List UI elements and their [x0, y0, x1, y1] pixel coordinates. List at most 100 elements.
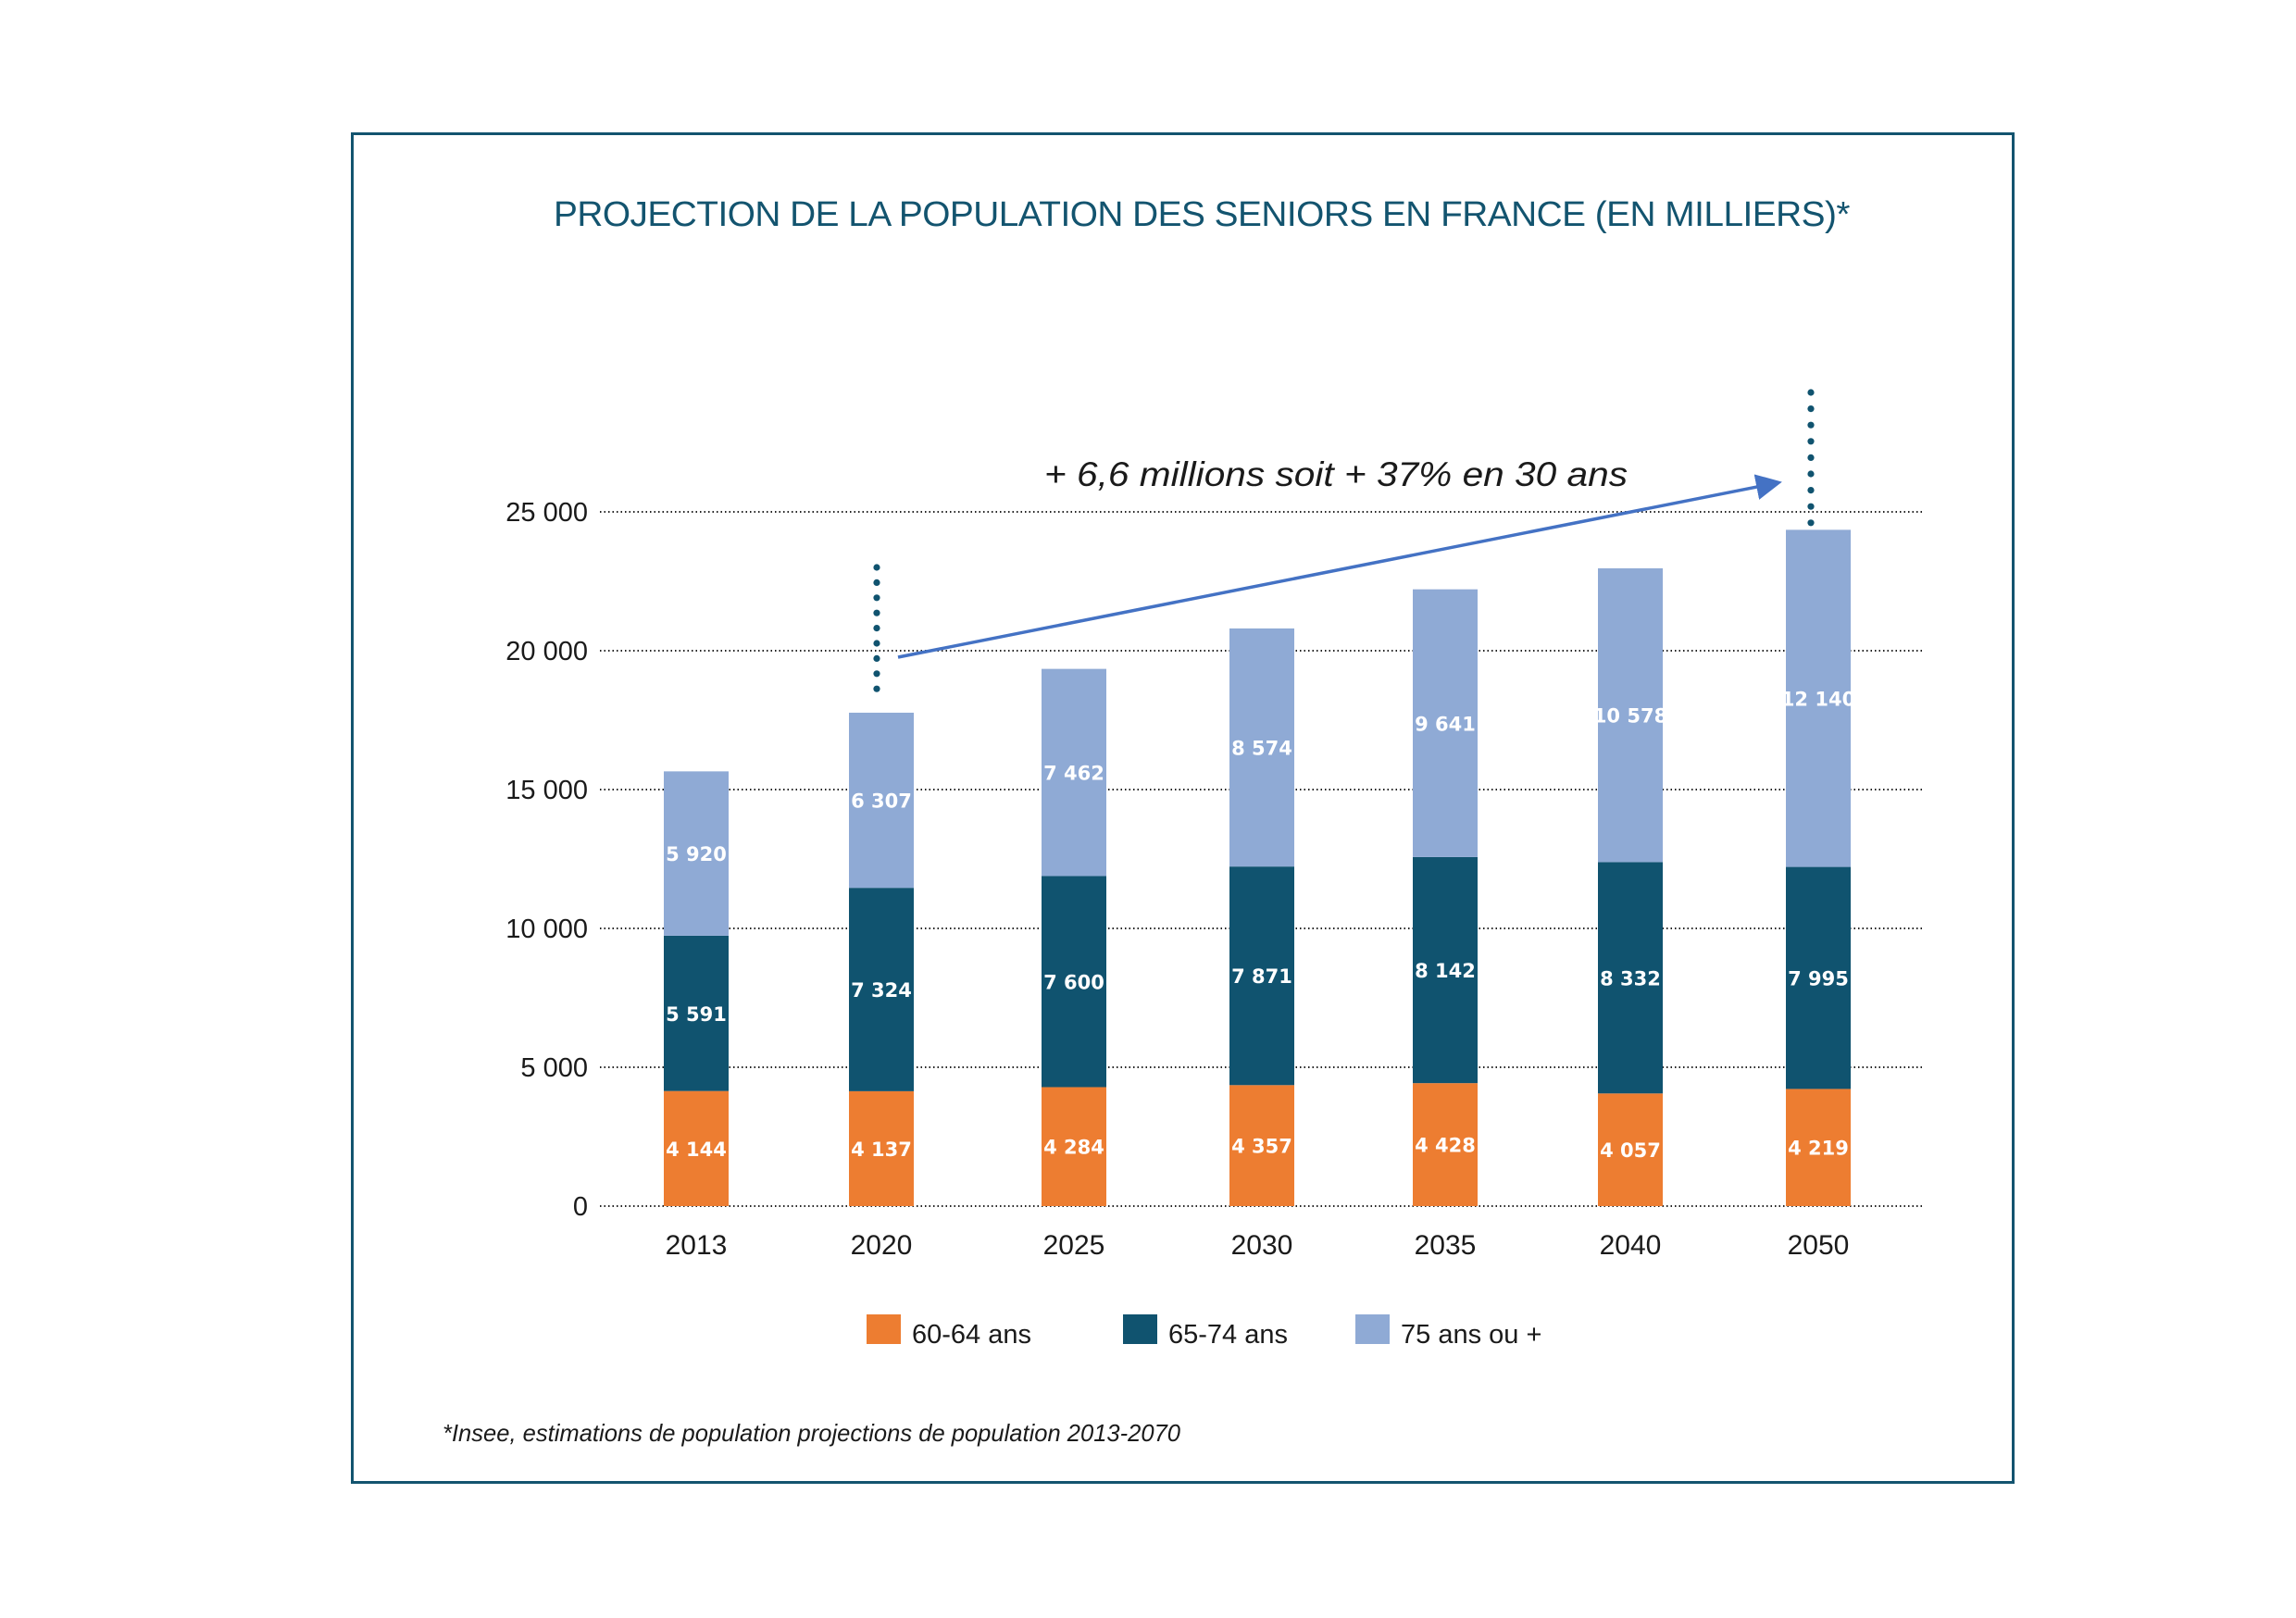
bar-stack: 4 219 7 995 12 140: [1781, 529, 1855, 1206]
bar-segment: [1042, 668, 1106, 877]
bar-segment: [1229, 628, 1294, 867]
marker-dot: [1807, 487, 1815, 494]
bar-value-label: 7 324: [851, 979, 912, 1002]
marker-dot: [1807, 405, 1815, 413]
bar-stack: 4 428 8 142 9 641: [1413, 589, 1478, 1206]
x-tick-label: 2030: [1231, 1230, 1293, 1261]
bar-segment: [664, 1090, 729, 1206]
bars: 4 144 5 591 5 920 4 137 7 324 6 307 4 284 7 600…: [664, 529, 1855, 1206]
bar-value-label: 5 920: [666, 843, 727, 865]
bar-value-label: 10 578: [1593, 705, 1667, 728]
legend-swatch: [1123, 1314, 1157, 1344]
bar-segment: [849, 1090, 914, 1206]
bar-stack: 4 357 7 871 8 574: [1229, 628, 1294, 1206]
x-tick-label: 2025: [1043, 1230, 1105, 1261]
bar-value-label: 4 057: [1600, 1139, 1661, 1162]
y-tick-label: 15 000: [505, 776, 588, 805]
bar-segment: [1786, 529, 1851, 867]
marker-dot: [873, 670, 880, 678]
y-tick-label: 5 000: [520, 1053, 588, 1083]
bar-value-label: 6 307: [851, 790, 912, 813]
bar-segment: [1598, 862, 1663, 1094]
bar-stack: 4 137 7 324 6 307: [849, 712, 914, 1206]
x-tick-label: 2013: [666, 1230, 728, 1261]
marker-dot: [873, 579, 880, 587]
bar-value-label: 8 574: [1231, 738, 1292, 760]
bar-value-label: 7 462: [1043, 763, 1104, 785]
x-tick-label: 2050: [1788, 1230, 1850, 1261]
bar-segment: [664, 771, 729, 936]
bar-value-label: 4 137: [851, 1139, 912, 1161]
legend-swatch: [867, 1314, 901, 1344]
bar-value-label: 7 600: [1043, 971, 1104, 993]
bar-segment: [1413, 856, 1478, 1084]
legend-item: 75 ans ou +: [1355, 1314, 1541, 1350]
chart-frame: [351, 132, 2015, 1484]
bar-value-label: 4 428: [1415, 1135, 1476, 1157]
bar-segment: [849, 888, 914, 1091]
bar-value-label: 7 995: [1788, 968, 1849, 990]
bar-value-label: 8 332: [1600, 967, 1661, 989]
y-tick-label: 20 000: [505, 637, 588, 666]
marker-dot: [1807, 421, 1815, 429]
y-tick-label: 0: [573, 1192, 588, 1222]
x-tick-label: 2040: [1600, 1230, 1662, 1261]
x-tick-label: 2020: [851, 1230, 913, 1261]
x-tick-label: 2035: [1415, 1230, 1477, 1261]
marker-dot: [1807, 389, 1815, 396]
legend-item: 65-74 ans: [1123, 1314, 1288, 1350]
marker-dot: [873, 640, 880, 647]
bar-segment: [1229, 866, 1294, 1086]
bar-stack: 4 284 7 600 7 462: [1042, 668, 1106, 1206]
bar-value-label: 4 357: [1231, 1136, 1292, 1158]
growth-annotation: + 6,6 millions soit + 37% en 30 ans: [873, 389, 1815, 692]
y-tick-label: 25 000: [505, 498, 588, 528]
bar-segment: [1786, 1089, 1851, 1206]
bar-segment: [1786, 866, 1851, 1089]
bar-value-label: 7 871: [1231, 965, 1292, 988]
marker-dot: [873, 625, 880, 632]
bar-stack: 4 144 5 591 5 920: [664, 771, 729, 1206]
bar-stack: 4 057 8 332 10 578: [1593, 567, 1667, 1206]
bar-value-label: 5 591: [666, 1003, 727, 1026]
bar-segment: [664, 935, 729, 1091]
marker-dot: [1807, 438, 1815, 445]
legend-label: 60-64 ans: [912, 1320, 1031, 1350]
marker-dot: [873, 609, 880, 616]
marker-dot: [873, 594, 880, 602]
dotted-marker: [873, 564, 880, 692]
bar-segment: [1413, 1083, 1478, 1206]
bar-segment: [1042, 1087, 1106, 1206]
marker-dot: [1807, 519, 1815, 527]
x-axis-ticks: 2013 2020 2025 2030 2035 2040 2050: [666, 1230, 1850, 1261]
y-tick-label: 10 000: [505, 915, 588, 944]
y-axis-ticks: 0 5 000 10 000 15 000 20 000 25 000: [505, 498, 588, 1222]
chart-title: PROJECTION DE LA POPULATION DES SENIORS …: [554, 195, 1851, 234]
bar-segment: [1598, 567, 1663, 863]
annotation-text: + 6,6 millions soit + 37% en 30 ans: [1044, 455, 1628, 493]
growth-arrow: [897, 474, 1782, 659]
footnote: *Insee, estimations de population projec…: [443, 1419, 1181, 1447]
bar-value-label: 12 140: [1781, 688, 1855, 710]
marker-dot: [1807, 503, 1815, 510]
marker-dot: [1807, 454, 1815, 461]
legend-swatch: [1355, 1314, 1390, 1344]
legend: 60-64 ans 65-74 ans 75 ans ou +: [867, 1314, 1541, 1350]
dotted-marker: [1807, 389, 1815, 527]
legend-item: 60-64 ans: [867, 1314, 1031, 1350]
legend-label: 65-74 ans: [1168, 1320, 1288, 1350]
legend-label: 75 ans ou +: [1401, 1320, 1541, 1350]
bar-value-label: 9 641: [1415, 713, 1476, 735]
marker-dot: [1807, 470, 1815, 478]
bar-segment: [1598, 1093, 1663, 1206]
bar-segment: [1413, 589, 1478, 857]
bar-value-label: 4 144: [666, 1139, 727, 1161]
marker-dot: [873, 564, 880, 571]
marker-dot: [873, 654, 880, 663]
bar-value-label: 8 142: [1415, 960, 1476, 982]
bar-value-label: 4 219: [1788, 1138, 1849, 1160]
bar-segment: [1042, 876, 1106, 1088]
bar-segment: [1229, 1085, 1294, 1206]
